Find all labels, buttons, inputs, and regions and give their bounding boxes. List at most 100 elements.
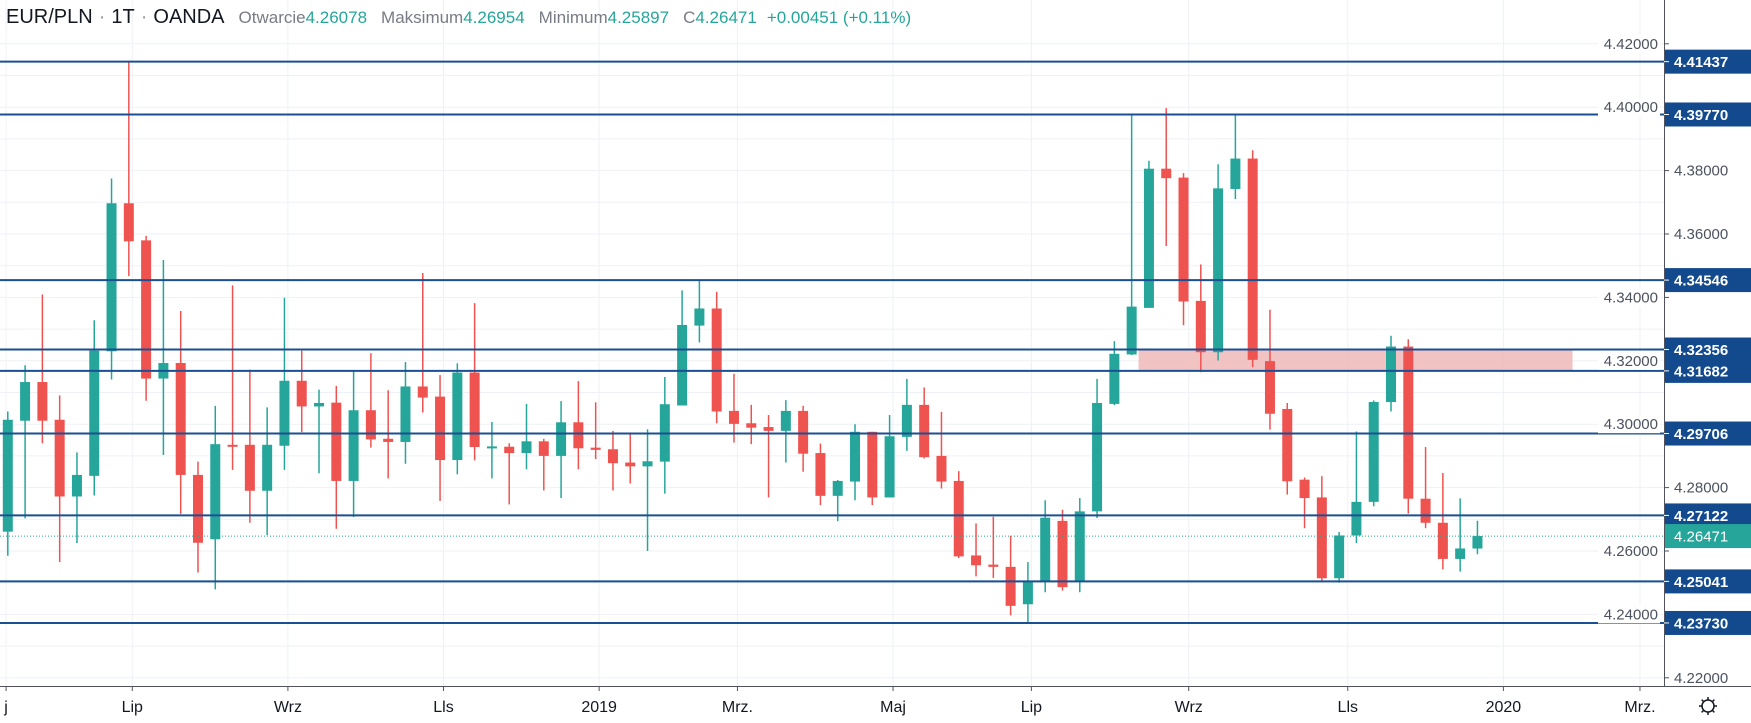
price-axis-label: 4.42000 <box>1604 36 1658 53</box>
candle-body-down <box>37 382 48 421</box>
price-axis-label-backing <box>1598 98 1660 117</box>
candle-body-down <box>746 423 757 428</box>
price-axis-label: 4.36000 <box>1674 226 1728 243</box>
candle-body-up <box>521 441 532 454</box>
level-price-label-box <box>1665 49 1751 74</box>
candle-body-up <box>2 419 13 532</box>
current-price-label: 4.26471 <box>1674 529 1728 546</box>
low-value: 4.25897 <box>607 8 670 27</box>
level-price-label: 4.41437 <box>1674 54 1728 71</box>
candle-body-up <box>1040 517 1051 582</box>
candle-body-down <box>1299 479 1310 499</box>
candle-body-up <box>1230 158 1241 189</box>
price-axis-label: 4.22000 <box>1674 670 1728 687</box>
price-axis-label: 4.24000 <box>1604 606 1658 623</box>
time-axis-label: Lls <box>433 699 453 716</box>
time-axis-label: Wrz <box>1175 699 1203 716</box>
candle-body-down <box>607 449 618 464</box>
candle-body-down <box>625 462 636 467</box>
change-value: +0.00451 (+0.11%) <box>766 8 912 27</box>
candle-body-up <box>1126 306 1137 355</box>
exchange: OANDA <box>153 6 225 28</box>
candle-body-up <box>279 380 290 446</box>
candle-body-up <box>901 404 912 437</box>
candle-body-down <box>988 564 999 567</box>
price-axis-label-backing <box>1598 34 1660 53</box>
candle-body-down <box>504 446 515 454</box>
high-value: 4.26954 <box>463 8 525 27</box>
time-axis-label: Mrz. <box>722 699 753 716</box>
price-axis-label-backing <box>1598 542 1660 560</box>
price-axis-label-backing <box>1598 605 1660 624</box>
candle-body-down <box>435 396 446 461</box>
candle-body-down <box>763 427 774 431</box>
candle-body-up <box>89 350 100 476</box>
candle-body-up <box>1109 353 1120 404</box>
level-price-label: 4.31682 <box>1674 363 1728 380</box>
close-label: C <box>683 8 696 27</box>
candle-body-up <box>1074 511 1085 582</box>
candle-body-up <box>884 436 895 498</box>
price-axis-label: 4.26000 <box>1604 543 1658 560</box>
candle-body-down <box>244 444 255 491</box>
level-price-label-box <box>1665 102 1751 127</box>
candle-body-up <box>1472 536 1483 549</box>
candle-body-up <box>1022 581 1033 605</box>
separator-dot: · <box>98 6 106 28</box>
open-value: 4.26078 <box>305 8 368 27</box>
separator-dot: · <box>140 6 148 28</box>
level-price-label: 4.23730 <box>1674 615 1728 632</box>
level-price-label: 4.25041 <box>1674 574 1728 591</box>
time-axis-label: Mrz. <box>1624 699 1655 716</box>
candle-body-down <box>123 203 134 242</box>
time-axis-label: Lls <box>1338 699 1358 716</box>
level-price-label-box <box>1665 610 1751 635</box>
candle-body-down <box>867 431 878 498</box>
level-price-label: 4.32356 <box>1674 342 1728 359</box>
candle-body-up <box>832 480 843 496</box>
candle-body-up <box>20 382 31 421</box>
price-axis-label: 4.34000 <box>1604 289 1658 306</box>
candle-body-up <box>677 324 688 406</box>
interval[interactable]: 1T <box>111 6 135 28</box>
price-axis-label: 4.40000 <box>1604 99 1658 116</box>
current-price-label-box <box>1665 524 1751 549</box>
candle-body-down <box>1161 168 1172 179</box>
candle-body-up <box>780 410 791 431</box>
candle-body-up <box>1213 188 1224 353</box>
candle-body-down <box>175 363 186 475</box>
candle-body-up <box>210 444 221 540</box>
candle-body-up <box>1368 402 1379 502</box>
candle-body-down <box>227 444 238 447</box>
level-price-label-box <box>1665 358 1751 383</box>
symbol-name[interactable]: EUR/PLN <box>6 6 93 28</box>
candle-body-up <box>642 461 653 467</box>
level-price-label-box <box>1665 337 1751 362</box>
candle-body-down <box>1195 300 1206 353</box>
resistance-zone[interactable] <box>1138 349 1573 371</box>
candle-body-up <box>452 372 463 461</box>
candle-body-up <box>1143 168 1154 308</box>
time-axis-label: Wrz <box>274 699 302 716</box>
candle-body-down <box>1178 177 1189 302</box>
price-axis-label: 4.30000 <box>1604 416 1658 433</box>
candle-body-down <box>936 455 947 482</box>
level-price-label: 4.27122 <box>1674 508 1728 525</box>
time-axis-label: Lip <box>122 699 143 716</box>
price-axis-label: 4.38000 <box>1674 163 1728 180</box>
candle-body-up <box>71 474 82 497</box>
candle-body-up <box>314 402 325 407</box>
gear-icon[interactable] <box>1699 697 1717 715</box>
candle-body-down <box>573 422 584 449</box>
candle-body-up <box>1351 501 1362 536</box>
price-axis-label-backing <box>1598 415 1660 434</box>
time-axis-label: j <box>3 699 8 716</box>
level-price-label: 4.29706 <box>1674 426 1728 443</box>
candle-body-down <box>383 438 394 442</box>
candle-body-up <box>348 410 359 481</box>
price-axis-label: 4.32000 <box>1604 353 1658 370</box>
candle-body-up <box>106 203 117 352</box>
candle-body-down <box>1420 498 1431 523</box>
candle-body-down <box>1316 497 1327 579</box>
